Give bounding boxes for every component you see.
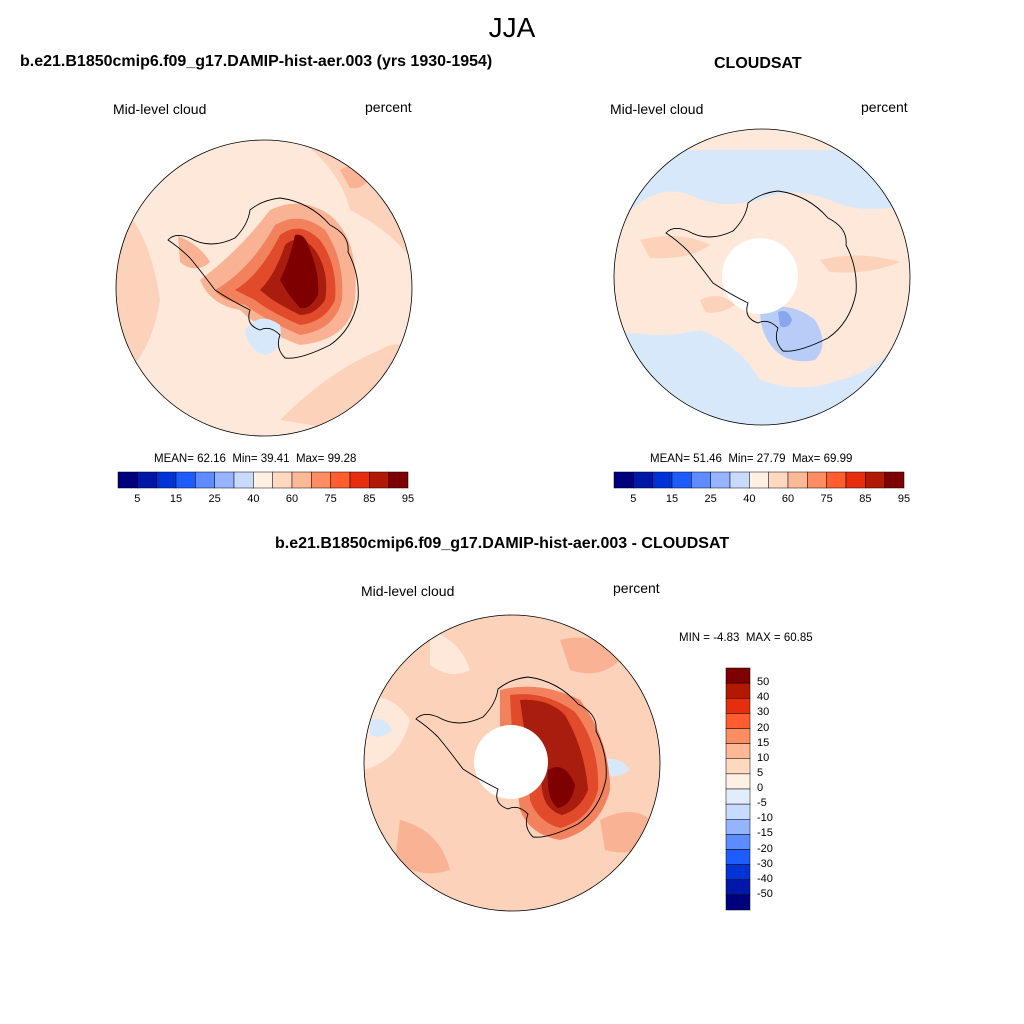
obs-stats: MEAN= 51.46 Min= 27.79 Max= 69.99 — [650, 453, 852, 465]
obs-colorbar-swatch — [884, 471, 905, 489]
diff-colorbar-tick-label: 10 — [757, 751, 770, 764]
model-mean-value: 62.16 — [197, 453, 226, 465]
obs-panel-title: CLOUDSAT — [714, 55, 802, 72]
shade-region — [430, 630, 470, 674]
diff-colorbar-tick-label: 5 — [757, 766, 764, 779]
model-colorbar-swatch — [388, 471, 409, 489]
model-max-value: 99.28 — [327, 453, 357, 465]
model-colorbar-tick-label: 15 — [169, 493, 183, 505]
model-colorbar-tick-label: 95 — [401, 493, 415, 505]
diff-min-value: -4.83 — [713, 632, 740, 644]
map-border — [115, 139, 413, 437]
model-panel-title: b.e21.B1850cmip6.f09_g17.DAMIP-hist-aer.… — [20, 53, 493, 70]
diff-colorbar-tick-label: 20 — [757, 721, 770, 734]
shade-region — [116, 200, 160, 380]
antarctica-coastline — [415, 676, 607, 838]
model-colorbar-tick-label: 60 — [285, 493, 299, 505]
shade-region — [547, 767, 575, 808]
shade-region — [614, 330, 910, 425]
model-colorbar-tick-label: 25 — [208, 493, 221, 505]
obs-colorbar-tick-label: 5 — [630, 493, 637, 505]
diff-max-value: 60.85 — [783, 632, 813, 644]
diff-colorbar-tick-label: -20 — [757, 842, 773, 855]
obs-max-value: 69.99 — [823, 453, 853, 465]
shade-region — [178, 236, 210, 269]
obs-min-label: Min= — [728, 453, 754, 465]
diff-colorbar-tick-label: 0 — [757, 782, 764, 794]
obs-mean-value: 51.46 — [693, 453, 722, 465]
obs-colorbar-tick-label: 85 — [859, 493, 872, 505]
diff-colorbar-tick-label: -5 — [757, 797, 767, 810]
obs-units-label: percent — [861, 99, 908, 115]
obs-colorbar-tick-label: 40 — [743, 493, 756, 505]
diff-colorbar-tick-label: -10 — [757, 812, 773, 825]
diff-max-label: MAX = — [745, 632, 781, 644]
diff-colorbar-tick-label: -50 — [757, 887, 773, 900]
model-colorbar-tick-label: 75 — [324, 493, 337, 505]
model-min-value: 39.41 — [260, 453, 290, 465]
shade-region — [245, 318, 281, 355]
obs-colorbar-tick-label: 95 — [897, 493, 911, 505]
obs-colorbar-tick-label: 25 — [704, 493, 717, 505]
shade-region — [395, 820, 450, 874]
diff-colorbar-tick-label: -40 — [757, 872, 773, 885]
diff-panel-title: b.e21.B1850cmip6.f09_g17.DAMIP-hist-aer.… — [275, 535, 730, 552]
shade-region — [760, 306, 823, 362]
shade-region — [614, 150, 910, 230]
shade-region — [700, 296, 735, 313]
shade-region — [600, 812, 660, 853]
model-stats: MEAN= 62.16 Min= 39.41 Max= 99.28 — [154, 453, 356, 465]
obs-colorbar-tick-label: 60 — [781, 493, 795, 505]
shade-region — [778, 311, 792, 328]
map-border — [613, 128, 911, 426]
model-colorbar-tick-label: 5 — [134, 493, 141, 505]
diff-stats: MIN = -4.83 MAX = 60.85 — [679, 632, 813, 644]
obs-variable-label: Mid-level cloud — [610, 101, 704, 117]
shade-region — [364, 697, 410, 770]
diff-colorbar-swatch — [725, 894, 751, 911]
diff-colorbar-tick-label: -15 — [757, 827, 773, 840]
obs-min-value: 27.79 — [756, 453, 786, 465]
shade-region — [820, 255, 900, 273]
diff-units-label: percent — [613, 580, 660, 596]
diff-colorbar-tick-label: 50 — [757, 676, 770, 689]
shade-region — [640, 236, 710, 259]
diff-variable-label: Mid-level cloud — [361, 583, 455, 599]
obs-max-label: Max= — [791, 453, 821, 465]
diff-min-label: MIN = — [679, 632, 710, 644]
obs-colorbar-tick-label: 15 — [665, 493, 679, 505]
diff-colorbar-tick-label: -30 — [757, 857, 773, 870]
antarctica-coastline — [167, 197, 359, 359]
diff-colorbar-tick-label: 30 — [757, 706, 770, 719]
map-border — [363, 614, 661, 912]
diff-colorbar-tick-label: 15 — [757, 736, 770, 749]
model-max-label: Max= — [295, 453, 325, 465]
page-title: JJA — [488, 12, 536, 43]
obs-colorbar-tick-label: 75 — [820, 493, 833, 505]
shade-region — [370, 718, 392, 737]
model-units-label: percent — [365, 99, 412, 115]
diff-colorbar-tick-label: 40 — [757, 691, 770, 704]
model-mean-label: MEAN= — [154, 453, 194, 465]
cloudsat-data-gap — [474, 725, 548, 799]
model-variable-label: Mid-level cloud — [113, 101, 207, 117]
shade-region — [280, 234, 319, 309]
model-min-label: Min= — [232, 453, 258, 465]
antarctica-coastline — [665, 190, 857, 352]
cloudsat-data-gap — [722, 238, 798, 314]
model-colorbar-tick-label: 85 — [363, 493, 376, 505]
obs-mean-label: MEAN= — [650, 453, 690, 465]
model-colorbar-tick-label: 40 — [247, 493, 260, 505]
